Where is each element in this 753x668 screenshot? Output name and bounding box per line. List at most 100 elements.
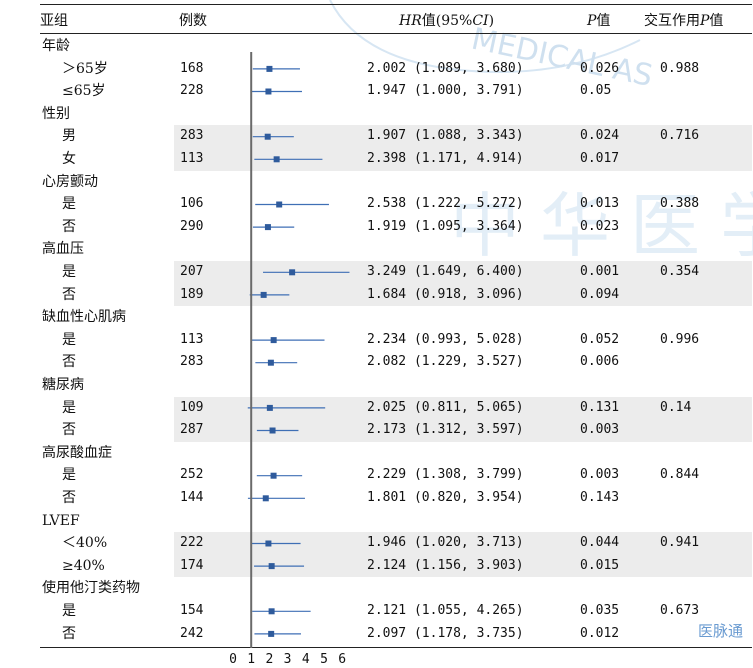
subgroup-label: 是 xyxy=(62,331,76,348)
interaction-p-value: 0.716 xyxy=(660,128,700,144)
group-label: 使用他汀类药物 xyxy=(42,580,140,597)
case-count: 283 xyxy=(180,128,204,144)
hr-marker xyxy=(270,472,277,479)
header-int-prefix: 交互作用 xyxy=(644,13,700,29)
x-tick-label: 3 xyxy=(283,652,292,667)
hr-ci-value: 1.684 (0.918, 3.096) xyxy=(367,286,524,302)
header-hr-mid: 值(95% xyxy=(421,13,473,29)
subgroup-label: 是 xyxy=(62,196,76,213)
group-label: 缺血性心肌病 xyxy=(42,309,126,326)
p-value: 0.026 xyxy=(580,60,620,76)
case-count: 242 xyxy=(180,625,204,641)
hr-marker xyxy=(268,563,275,570)
header-cases: 例数 xyxy=(179,13,207,29)
subgroup-label: 是 xyxy=(62,467,76,484)
header-hr-italic: HR xyxy=(399,13,422,29)
interaction-p-value: 0.996 xyxy=(660,331,700,347)
hr-ci-value: 2.002 (1.089, 3.680) xyxy=(367,60,524,76)
hr-marker xyxy=(264,133,271,140)
case-count: 144 xyxy=(180,490,204,505)
bottom-rule xyxy=(40,647,752,648)
corner-logo: 医脉通 xyxy=(693,619,747,642)
subgroup-label: 是 xyxy=(62,603,76,619)
group-label: 高血压 xyxy=(42,241,84,258)
row-band xyxy=(174,261,752,307)
p-value: 0.003 xyxy=(580,422,620,438)
top-rule xyxy=(40,4,752,5)
case-count: 174 xyxy=(180,557,204,573)
subgroup-label: ＞65岁 xyxy=(62,60,108,77)
case-count: 109 xyxy=(180,399,204,415)
group-label: 糖尿病 xyxy=(42,377,84,393)
case-count: 168 xyxy=(180,60,204,76)
interaction-p-value: 0.941 xyxy=(660,535,700,551)
group-label: 性别 xyxy=(42,105,70,122)
hr-marker xyxy=(265,540,272,547)
subgroup-label: 是 xyxy=(62,399,76,416)
hr-marker xyxy=(265,88,272,95)
header-p: P值 xyxy=(587,10,610,30)
x-tick-label: 6 xyxy=(338,652,347,667)
interaction-p-value: 0.388 xyxy=(660,196,700,212)
row-band xyxy=(174,396,752,442)
header-p-suffix: 值 xyxy=(596,13,611,29)
header-subgroup: 亚组 xyxy=(40,13,68,29)
case-count: 290 xyxy=(180,218,204,234)
subgroup-label: 否 xyxy=(62,422,76,439)
p-value: 0.131 xyxy=(580,399,620,415)
subgroup-label: 否 xyxy=(62,354,76,371)
subgroup-label: 否 xyxy=(62,625,76,642)
subgroup-label: ＜40% xyxy=(62,535,108,552)
subgroup-label: 否 xyxy=(62,286,76,303)
subgroup-label: 是 xyxy=(62,264,76,280)
row-band xyxy=(174,125,752,171)
x-tick-label: 0 xyxy=(229,652,237,667)
p-value: 0.143 xyxy=(580,490,620,505)
x-tick-label: 2 xyxy=(265,652,274,667)
hr-ci-value: 2.538 (1.222, 5.272) xyxy=(367,196,524,212)
case-count: 154 xyxy=(180,603,204,618)
subgroup-label: 否 xyxy=(62,490,76,506)
subgroup-label: ≤65岁 xyxy=(62,83,106,100)
hr-ci-value: 2.082 (1.229, 3.527) xyxy=(367,354,524,370)
hr-marker xyxy=(276,201,283,208)
x-tick-label: 5 xyxy=(320,652,328,667)
p-value: 0.052 xyxy=(580,331,620,347)
header-hr: HR值(95%CI) xyxy=(399,10,494,30)
case-count: 113 xyxy=(180,151,204,166)
p-value: 0.017 xyxy=(580,151,620,166)
hr-ci-value: 2.234 (0.993, 5.028) xyxy=(367,331,524,347)
p-value: 0.05 xyxy=(580,83,612,99)
hr-ci-value: 2.121 (1.055, 4.265) xyxy=(367,603,524,618)
x-tick-label: 1 xyxy=(247,652,256,667)
group-label: 年龄 xyxy=(42,38,70,54)
interaction-p-value: 0.844 xyxy=(660,467,700,483)
interaction-p-value: 0.988 xyxy=(660,60,700,76)
hr-marker xyxy=(268,608,275,615)
case-count: 106 xyxy=(180,196,204,212)
case-count: 207 xyxy=(180,264,204,279)
hr-ci-value: 2.097 (1.178, 3.735) xyxy=(367,625,524,641)
p-value: 0.013 xyxy=(580,196,620,212)
subgroup-label: ≥40% xyxy=(62,557,105,574)
hr-ci-value: 3.249 (1.649, 6.400) xyxy=(367,264,524,279)
header-int-italic: P xyxy=(700,13,710,29)
hr-marker xyxy=(268,630,275,637)
hr-marker xyxy=(266,65,273,72)
case-count: 113 xyxy=(180,331,204,347)
hr-marker xyxy=(267,359,274,366)
interaction-p-value: 0.354 xyxy=(660,264,700,279)
p-value: 0.035 xyxy=(580,603,620,618)
subgroup-label: 男 xyxy=(62,128,76,145)
p-value: 0.001 xyxy=(580,264,620,279)
hr-marker xyxy=(270,337,277,344)
header-p-italic: P xyxy=(587,13,597,29)
case-count: 222 xyxy=(180,535,204,551)
interaction-p-value: 0.14 xyxy=(660,399,692,415)
p-value: 0.006 xyxy=(580,354,620,370)
hr-ci-value: 2.124 (1.156, 3.903) xyxy=(367,557,524,573)
hr-ci-value: 1.946 (1.020, 3.713) xyxy=(367,535,524,551)
hr-marker xyxy=(289,269,296,276)
hr-ci-value: 1.907 (1.088, 3.343) xyxy=(367,128,524,144)
hr-ci-value: 2.173 (1.312, 3.597) xyxy=(367,422,524,438)
